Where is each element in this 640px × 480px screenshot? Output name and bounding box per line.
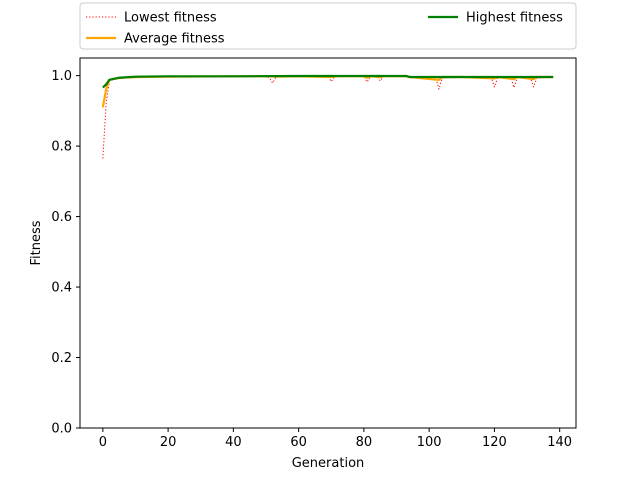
x-tick-label: 140	[547, 435, 572, 450]
y-tick-label: 0.6	[51, 210, 72, 225]
x-tick-label: 60	[290, 435, 307, 450]
axes: 0 20 40 60 80 100 120 140 0.0 0.2 0.4 0.6 0.8 1.0	[51, 69, 572, 450]
y-tick-label: 0.0	[51, 422, 72, 437]
legend-box	[79, 2, 577, 50]
x-tick-label: 120	[482, 435, 507, 450]
plot-frame	[79, 57, 577, 429]
series-line-lowest-fitness	[102, 75, 554, 159]
x-tick-label: 80	[356, 435, 373, 450]
x-tick-label: 0	[99, 435, 107, 450]
legend-label: Average fitness	[124, 32, 225, 47]
x-tick-label: 40	[225, 435, 242, 450]
legend-label: Lowest fitness	[124, 11, 217, 26]
y-axis-label: Fitness	[29, 220, 44, 265]
series-lines	[101, 74, 554, 159]
series-line-highest-fitness	[102, 74, 554, 89]
x-tick-label: 20	[160, 435, 177, 450]
x-axis-label: Generation	[292, 456, 365, 471]
x-tick-label: 100	[417, 435, 442, 450]
y-tick-label: 1.0	[51, 69, 72, 84]
legend: Lowest fitness Average fitness Highest fit…	[79, 2, 577, 50]
y-tick-label: 0.2	[51, 351, 72, 366]
y-tick-label: 0.4	[51, 281, 72, 296]
series-line-average-fitness	[101, 75, 554, 108]
y-tick-label: 0.8	[51, 140, 72, 155]
legend-label: Highest fitness	[466, 11, 563, 26]
